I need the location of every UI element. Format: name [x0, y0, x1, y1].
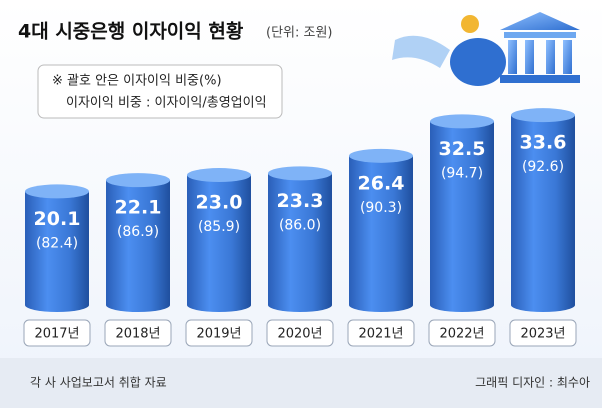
value-label: 33.6 [520, 132, 567, 154]
x-tick-label: 2021년 [358, 327, 403, 342]
bar [25, 191, 89, 312]
bar [511, 115, 575, 312]
value-label: 22.1 [115, 197, 162, 219]
year-box [104, 319, 172, 347]
bar-top [511, 108, 575, 123]
bar [106, 180, 170, 312]
bar-top [268, 166, 332, 181]
share-label: (90.3) [360, 200, 402, 216]
x-tick-label: 2017년 [34, 327, 79, 342]
share-label: (82.4) [36, 235, 78, 251]
bar-top [25, 184, 89, 199]
value-label: 26.4 [358, 172, 405, 194]
value-label: 23.0 [196, 192, 243, 214]
share-label: (92.6) [522, 159, 564, 175]
year-box [23, 319, 91, 347]
value-label: 23.3 [277, 190, 324, 212]
note: 이자이익 비중 : 이자이익/총영업이익 [66, 96, 267, 111]
credit: 그래픽 디자인 : 최수아 [475, 376, 590, 390]
bar-top [187, 168, 251, 183]
year-box [266, 319, 334, 347]
footer [0, 358, 602, 408]
x-tick-label: 2018년 [115, 327, 160, 342]
note-box [37, 64, 283, 119]
bar-top [106, 173, 170, 188]
x-tick-label: 2019년 [196, 327, 241, 342]
share-label: (86.0) [279, 217, 321, 233]
source: 각 사 사업보고서 취합 자료 [30, 376, 167, 390]
share-label: (85.9) [198, 219, 240, 235]
value-label: 20.1 [34, 208, 81, 230]
x-tick-label: 2020년 [277, 327, 322, 342]
year-box [428, 319, 496, 347]
bar [187, 175, 251, 312]
x-tick-label: 2023년 [520, 327, 565, 342]
bank-icon [392, 12, 580, 86]
x-tick-label: 2022년 [439, 327, 484, 342]
chart-subtitle: (단위: 조원) [266, 26, 333, 41]
note: ※ 괄호 안은 이자이익 비중(%) [52, 74, 222, 89]
chart-title: 4대 시중은행 이자이익 현황 [18, 20, 244, 43]
bar [430, 121, 494, 312]
year-box [509, 319, 577, 347]
share-label: (94.7) [441, 165, 483, 181]
bar [349, 155, 413, 312]
year-box [347, 319, 415, 347]
year-box [185, 319, 253, 347]
bar-top [430, 114, 494, 129]
bar [268, 173, 332, 312]
value-label: 32.5 [439, 138, 486, 160]
bar-top [349, 148, 413, 163]
share-label: (86.9) [117, 224, 159, 240]
